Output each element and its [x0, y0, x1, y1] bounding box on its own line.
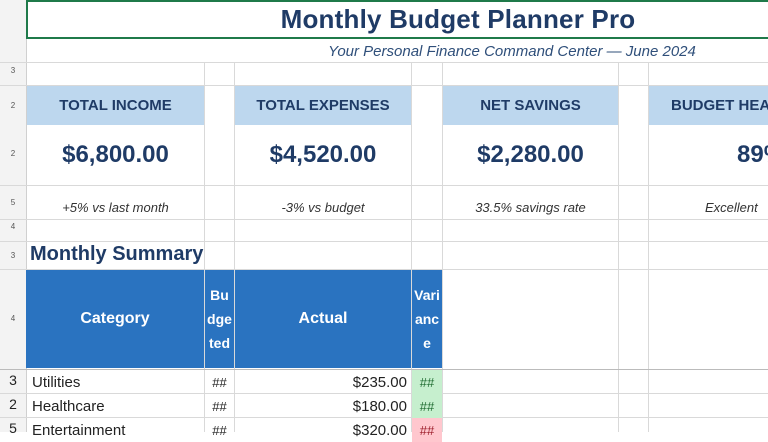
kpi-note-total-expenses[interactable]: -3% vs budget [281, 199, 365, 215]
kpi-note-net-savings[interactable]: 33.5% savings rate [475, 199, 586, 215]
table-cell-variance[interactable]: ## [412, 370, 442, 394]
grid-line [0, 417, 768, 418]
kpi-label-total-income[interactable]: TOTAL INCOME [27, 86, 204, 125]
section-title[interactable]: Monthly Summary [30, 243, 204, 265]
grid-line [0, 269, 768, 270]
title-cell[interactable]: Monthly Budget Planner Pro [26, 0, 768, 39]
kpi-value-budget-health[interactable]: 89% [737, 141, 768, 168]
table-cell-actual[interactable]: $235.00 [352, 373, 407, 391]
row-number[interactable]: 2 [9, 396, 17, 412]
row-number[interactable]: 4 [10, 314, 16, 323]
subtitle-cell[interactable]: Your Personal Finance Command Center — J… [26, 40, 768, 62]
row-number[interactable]: 3 [9, 372, 17, 388]
grid-line [0, 85, 768, 86]
row-header-column [0, 0, 27, 432]
table-cell-actual[interactable]: $180.00 [352, 397, 407, 415]
row-number[interactable]: 4 [10, 222, 16, 231]
table-cell-category[interactable]: Healthcare [32, 397, 105, 415]
grid-line [618, 62, 619, 432]
grid-line [0, 219, 768, 220]
grid-line [234, 62, 235, 432]
row-number[interactable]: 2 [10, 149, 16, 158]
table-cell-variance[interactable]: ## [412, 394, 442, 418]
grid-line [0, 241, 768, 242]
table-cell-category[interactable]: Entertainment [32, 421, 126, 439]
column-header-category[interactable]: Category [26, 270, 204, 368]
page-title: Monthly Budget Planner Pro [280, 4, 636, 34]
kpi-note-total-income[interactable]: +5% vs last month [62, 199, 169, 215]
grid-line [0, 369, 768, 370]
grid-line [0, 62, 768, 63]
table-cell-budgeted[interactable]: ## [212, 374, 227, 390]
row-number[interactable]: 3 [10, 66, 16, 75]
table-cell-variance[interactable]: ## [412, 418, 442, 442]
kpi-value-net-savings[interactable]: $2,280.00 [477, 141, 584, 168]
table-cell-budgeted[interactable]: ## [212, 398, 227, 414]
column-header-actual[interactable]: Actual [235, 270, 411, 368]
row-number[interactable]: 5 [9, 420, 17, 436]
kpi-label-net-savings[interactable]: NET SAVINGS [443, 86, 618, 125]
column-header-variance[interactable]: Variance [412, 270, 442, 368]
grid-line [411, 62, 412, 432]
grid-line [204, 62, 205, 432]
kpi-note-budget-health[interactable]: Excellent [705, 199, 758, 215]
kpi-label-total-expenses[interactable]: TOTAL EXPENSES [235, 86, 411, 125]
row-number[interactable]: 3 [10, 251, 16, 260]
table-cell-category[interactable]: Utilities [32, 373, 81, 391]
page-subtitle: Your Personal Finance Command Center — J… [328, 42, 696, 60]
kpi-value-total-expenses[interactable]: $4,520.00 [269, 141, 377, 168]
table-cell-actual[interactable]: $320.00 [352, 421, 407, 439]
table-cell-budgeted[interactable]: ## [212, 422, 227, 438]
column-header-budgeted[interactable]: Budgeted [205, 270, 234, 368]
row-number[interactable]: 5 [10, 198, 16, 207]
kpi-value-total-income[interactable]: $6,800.00 [62, 141, 169, 168]
grid-line [442, 62, 443, 432]
grid-line [648, 62, 649, 432]
grid-line [0, 185, 768, 186]
grid-line [0, 393, 768, 394]
row-number[interactable]: 2 [10, 101, 16, 110]
kpi-label-budget-health[interactable]: BUDGET HEA [649, 86, 768, 125]
